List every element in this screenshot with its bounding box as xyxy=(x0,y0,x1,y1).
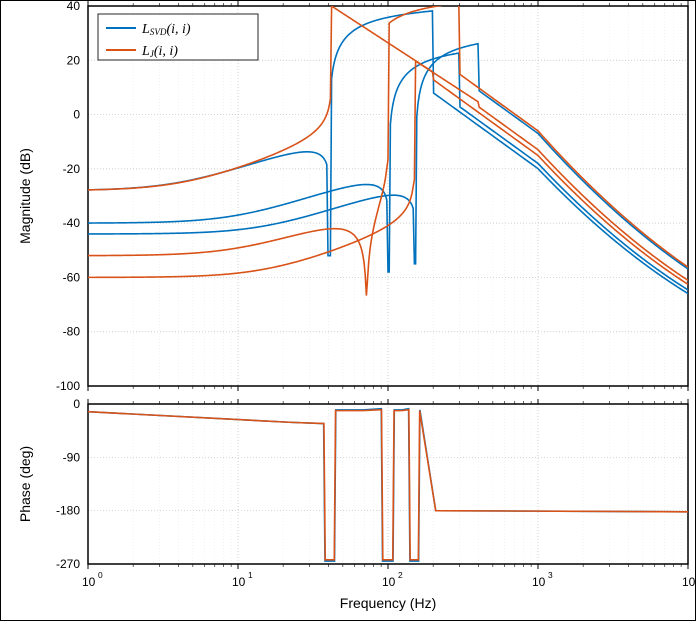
xtick-label: 10 xyxy=(682,575,696,589)
xtick-label: 10 xyxy=(232,575,246,589)
xtick-label: 10 xyxy=(82,575,96,589)
ytick-label: -270 xyxy=(56,557,80,571)
ytick-label: 0 xyxy=(73,108,80,122)
ytick-label: -100 xyxy=(56,379,80,393)
svg-text:2: 2 xyxy=(398,570,403,580)
legend: LSVD(i, i) LJ(i, i) xyxy=(98,14,258,60)
ytick-label: -80 xyxy=(63,325,81,339)
ytick-label: -40 xyxy=(63,216,81,230)
ytick-label: -90 xyxy=(63,450,81,464)
xtick-label: 10 xyxy=(532,575,546,589)
ytick-label: -180 xyxy=(56,504,80,518)
phase-axes: -270-180-900Phase (deg)100101102103104Fr… xyxy=(17,397,696,611)
x-axis-label: Frequency (Hz) xyxy=(340,595,436,611)
legend-label: LSVD(i, i) xyxy=(141,22,191,37)
ytick-label: 0 xyxy=(73,397,80,411)
xtick-label: 10 xyxy=(382,575,396,589)
ytick-label: -20 xyxy=(63,162,81,176)
y-axis-label: Magnitude (dB) xyxy=(17,148,33,244)
legend-label: LJ(i, i) xyxy=(141,44,178,59)
svg-text:3: 3 xyxy=(548,570,553,580)
y-axis-label: Phase (deg) xyxy=(17,446,33,522)
svg-text:0: 0 xyxy=(98,570,103,580)
ytick-label: 40 xyxy=(67,0,81,13)
ytick-label: 20 xyxy=(67,53,81,67)
ytick-label: -60 xyxy=(63,270,81,284)
bode-figure: -100-80-60-40-2002040Magnitude (dB)-270-… xyxy=(0,0,696,621)
svg-text:1: 1 xyxy=(248,570,253,580)
